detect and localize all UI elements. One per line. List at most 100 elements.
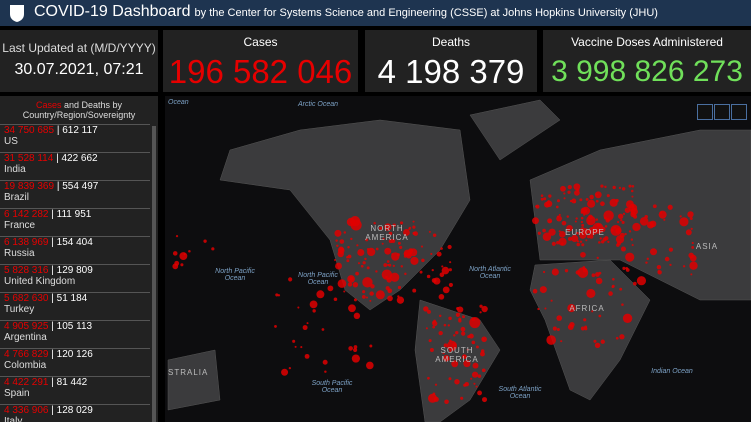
map-dot[interactable]: [434, 383, 438, 386]
map-dot[interactable]: [664, 256, 670, 262]
map-dot[interactable]: [460, 396, 464, 400]
map-dot[interactable]: [481, 368, 486, 373]
map-dot[interactable]: [343, 231, 347, 234]
map-dot[interactable]: [451, 360, 459, 368]
map-dot[interactable]: [403, 229, 410, 236]
map-dot[interactable]: [373, 221, 376, 225]
map-dot[interactable]: [388, 231, 393, 236]
map-dot[interactable]: [567, 303, 576, 313]
map-dot[interactable]: [367, 247, 376, 257]
map-dot[interactable]: [375, 247, 379, 251]
map-dot[interactable]: [357, 248, 365, 257]
map-dot[interactable]: [595, 277, 603, 285]
map-dot[interactable]: [605, 218, 610, 223]
map-dot[interactable]: [360, 264, 364, 268]
map-dot[interactable]: [611, 285, 614, 289]
map-dot[interactable]: [399, 221, 404, 225]
map-dot[interactable]: [294, 345, 297, 348]
map-dot[interactable]: [598, 241, 601, 244]
map-dot[interactable]: [615, 198, 619, 203]
map-dot[interactable]: [336, 244, 339, 247]
map-dot[interactable]: [366, 266, 370, 270]
map-dot[interactable]: [586, 215, 596, 226]
map-dot[interactable]: [628, 230, 632, 233]
map-dot[interactable]: [455, 330, 459, 335]
map-dot[interactable]: [556, 199, 560, 203]
map-dot[interactable]: [542, 270, 546, 274]
map-dot[interactable]: [691, 241, 694, 245]
map-dot[interactable]: [622, 313, 633, 323]
map-dot[interactable]: [476, 345, 479, 349]
country-row[interactable]: 19 839 369 | 554 497 Brazil: [0, 180, 150, 208]
map-dot[interactable]: [628, 184, 632, 188]
country-row[interactable]: 6 138 969 | 154 404 Russia: [0, 236, 150, 264]
map-dot[interactable]: [364, 257, 367, 261]
country-row[interactable]: 5 828 316 | 129 809 United Kingdom: [0, 264, 150, 292]
map-dot[interactable]: [457, 306, 464, 313]
map-dot[interactable]: [480, 351, 485, 357]
map-dot[interactable]: [321, 328, 325, 331]
map-dot[interactable]: [663, 218, 666, 221]
map-dot[interactable]: [482, 397, 488, 403]
map-dot[interactable]: [350, 237, 353, 241]
map-dot[interactable]: [619, 334, 625, 340]
map-dot[interactable]: [387, 288, 391, 292]
map-dot[interactable]: [426, 274, 431, 279]
map-dot[interactable]: [543, 197, 547, 201]
map-dot[interactable]: [302, 325, 308, 331]
map-dot[interactable]: [349, 276, 354, 281]
map-dot[interactable]: [338, 246, 344, 252]
map-dot[interactable]: [455, 312, 461, 317]
map-dot[interactable]: [448, 268, 452, 272]
map-dot[interactable]: [595, 199, 599, 203]
map-dot[interactable]: [346, 259, 350, 263]
map-dot[interactable]: [339, 239, 345, 244]
map-dot[interactable]: [600, 184, 604, 188]
map-dot[interactable]: [542, 228, 546, 233]
map-dot[interactable]: [448, 316, 452, 321]
map-dot[interactable]: [408, 227, 411, 231]
map-dot[interactable]: [356, 244, 359, 247]
map-dot[interactable]: [594, 342, 601, 349]
basemap-button[interactable]: [731, 104, 747, 120]
map-dot[interactable]: [448, 282, 453, 287]
map-dot[interactable]: [428, 230, 431, 233]
map-dot[interactable]: [375, 290, 385, 300]
map-dot[interactable]: [649, 220, 657, 228]
map-dot[interactable]: [580, 216, 584, 220]
map-dot[interactable]: [679, 215, 682, 218]
map-dot[interactable]: [398, 241, 401, 245]
map-dot[interactable]: [335, 262, 342, 270]
map-dot[interactable]: [575, 231, 579, 235]
map-dot[interactable]: [624, 232, 627, 236]
map-dot[interactable]: [172, 251, 178, 256]
map-dot[interactable]: [631, 205, 635, 209]
map-dot[interactable]: [580, 251, 586, 258]
map-dot[interactable]: [594, 191, 602, 199]
map-dot[interactable]: [542, 232, 552, 241]
map-dot[interactable]: [573, 183, 581, 191]
map-dot[interactable]: [587, 199, 596, 208]
map-dot[interactable]: [365, 296, 369, 299]
legend-button[interactable]: [714, 104, 730, 120]
map-dot[interactable]: [615, 336, 619, 340]
map-dot[interactable]: [322, 359, 328, 365]
map-dot[interactable]: [559, 231, 566, 238]
map-dot[interactable]: [561, 220, 567, 226]
map-dot[interactable]: [447, 324, 450, 327]
map-dot[interactable]: [378, 226, 383, 230]
map-dot[interactable]: [537, 307, 540, 311]
map-dot[interactable]: [600, 339, 605, 344]
map-dot[interactable]: [288, 277, 293, 282]
map-dot[interactable]: [625, 252, 635, 262]
map-dot[interactable]: [419, 270, 423, 274]
map-dot[interactable]: [466, 348, 469, 351]
map-dot[interactable]: [548, 228, 556, 236]
map-dot[interactable]: [564, 268, 569, 273]
map-dot[interactable]: [384, 247, 392, 255]
map-dot[interactable]: [579, 231, 587, 239]
map-dot[interactable]: [281, 368, 289, 376]
map-dot[interactable]: [587, 222, 590, 225]
map-dot[interactable]: [657, 270, 660, 273]
map-dot[interactable]: [547, 200, 551, 203]
